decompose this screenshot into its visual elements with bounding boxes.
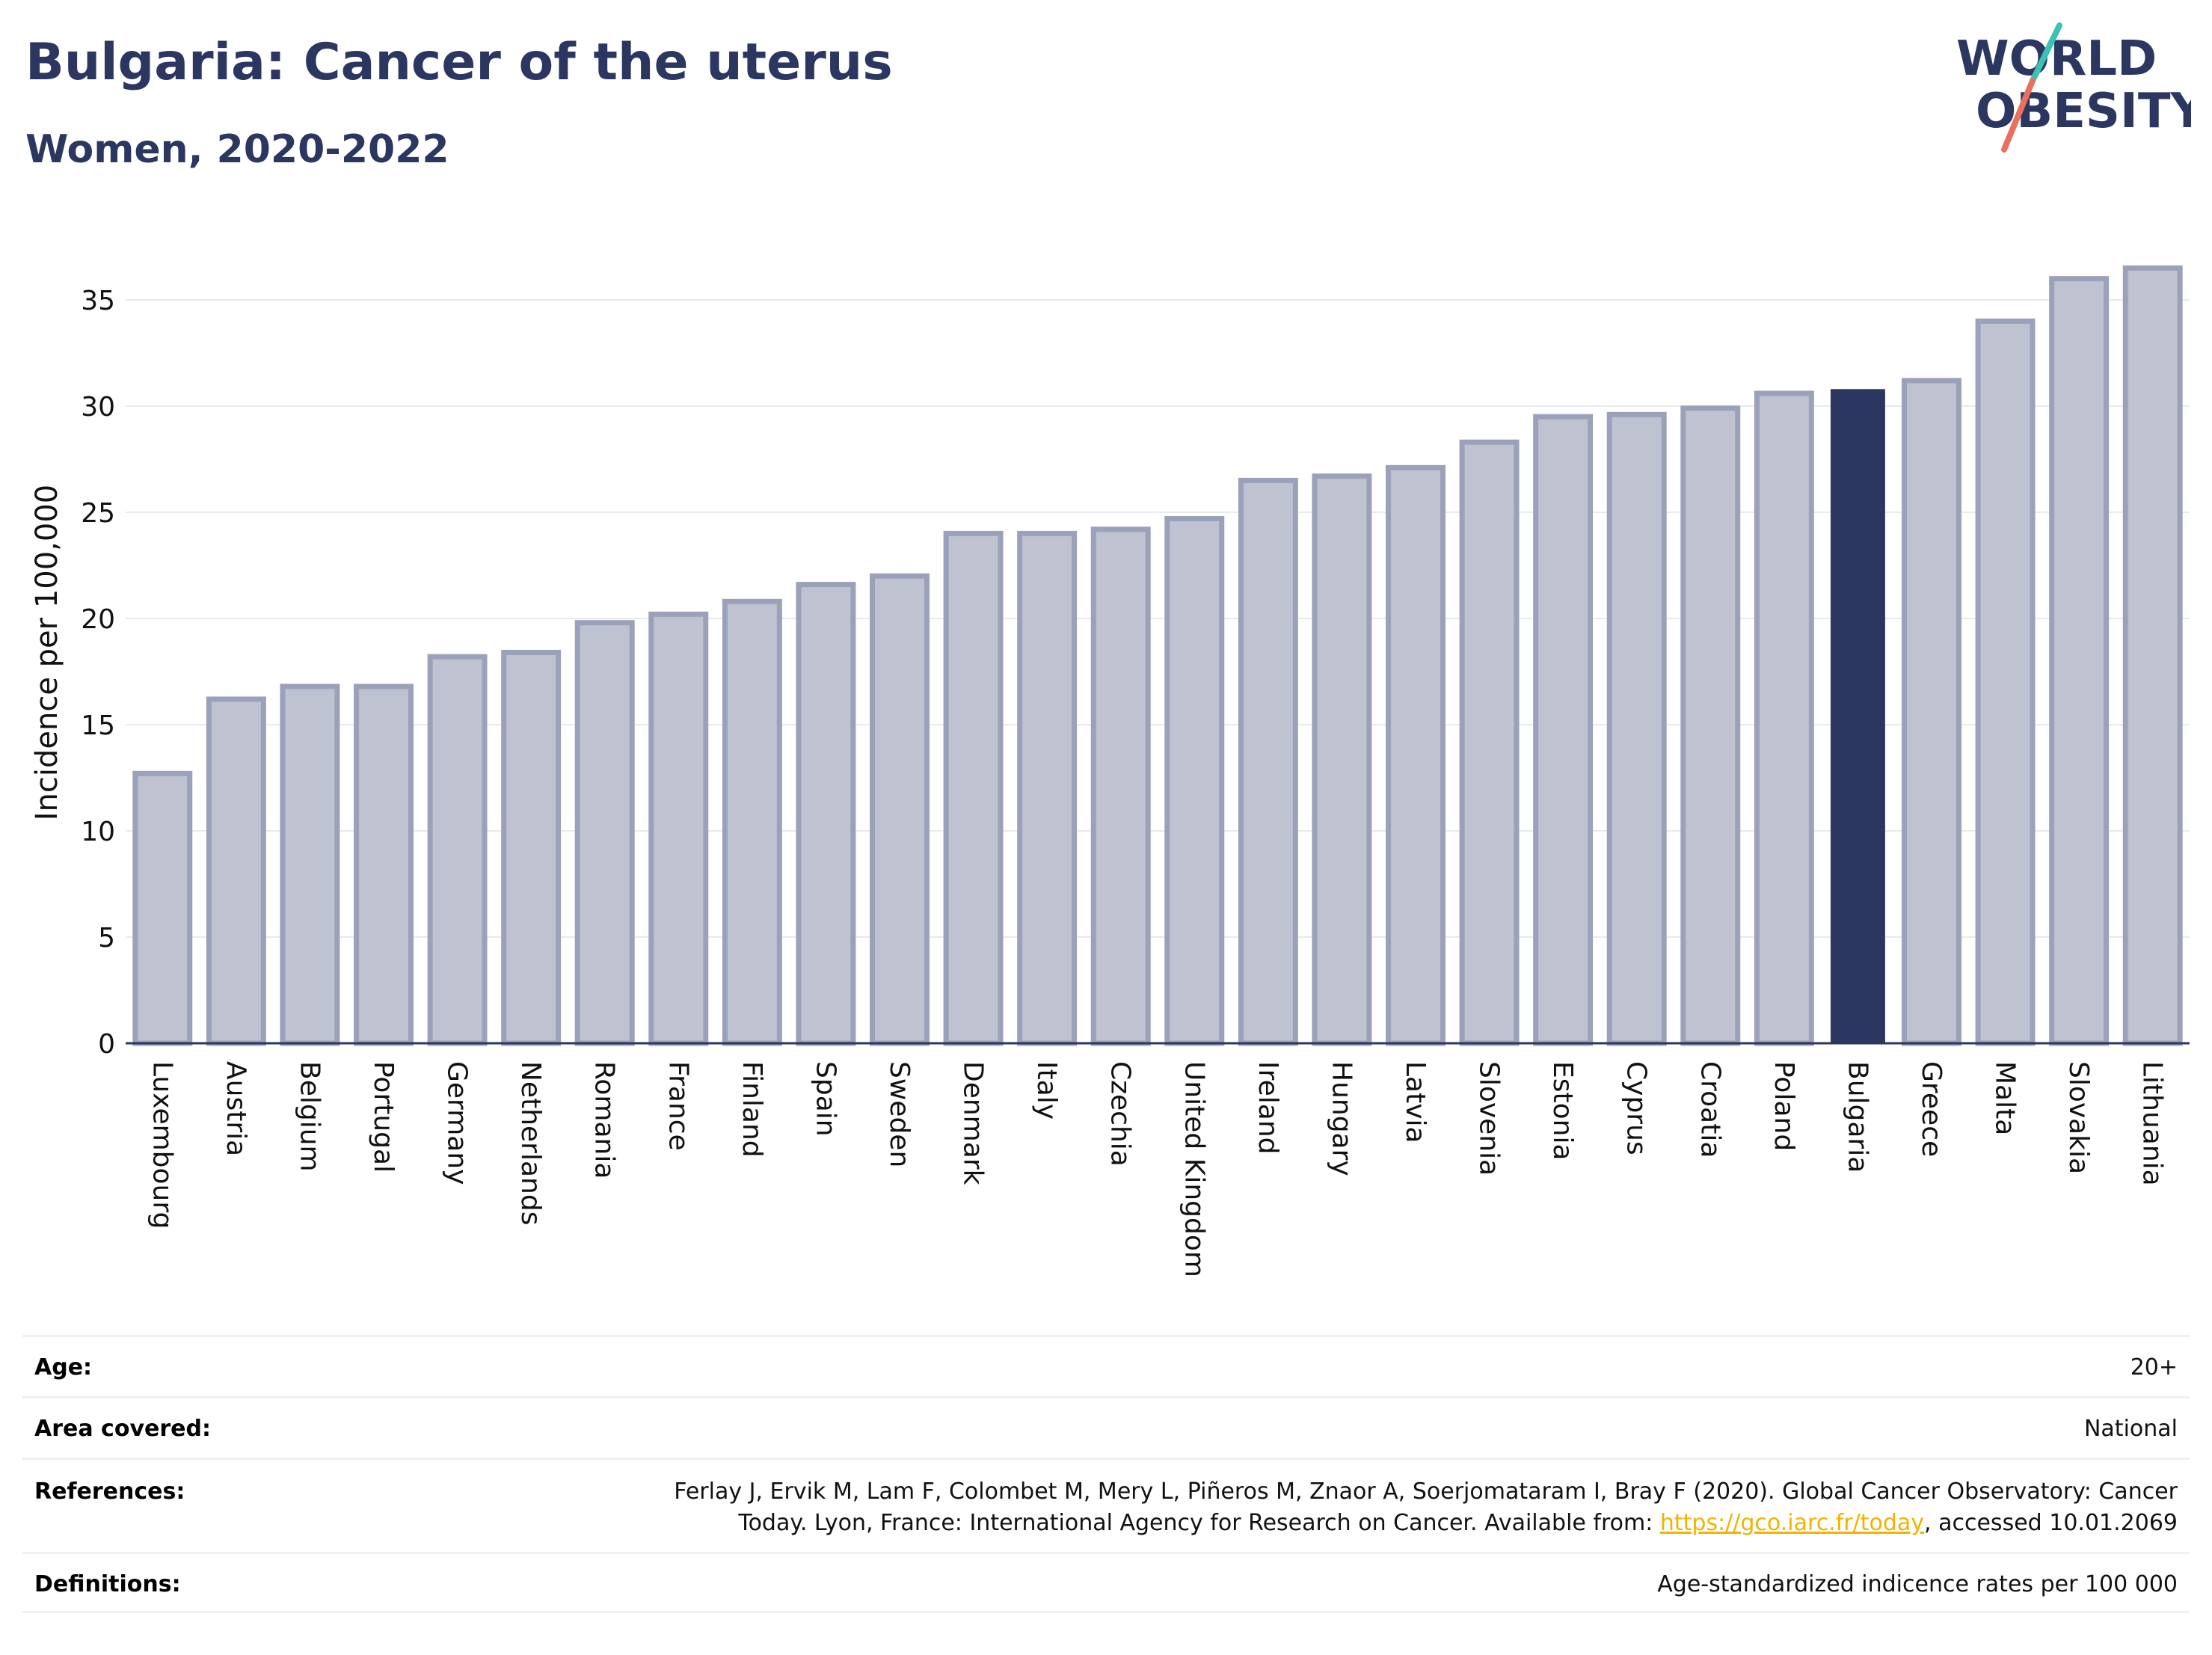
x-tick-label: Greece <box>1916 1061 1947 1157</box>
reference-line2-pre: Today. Lyon, France: International Agenc… <box>738 1510 1660 1536</box>
meta-row-age: Age: 20+ <box>22 1335 2190 1396</box>
bar-latvia <box>1386 464 1446 1046</box>
bar-finland <box>722 598 782 1046</box>
meta-row-references: References: Ferlay J, Ervik M, Lam F, Co… <box>22 1458 2190 1552</box>
bar-netherlands <box>501 649 562 1046</box>
bar-sweden <box>870 573 930 1046</box>
bar-malta <box>1975 318 2036 1046</box>
y-tick-label: 20 <box>81 604 115 635</box>
bar-croatia <box>1680 405 1741 1046</box>
x-tick-label: Czechia <box>1105 1061 1136 1167</box>
page-title: Bulgaria: Cancer of the uterus <box>25 33 893 92</box>
x-tick-label: Cyprus <box>1621 1061 1652 1155</box>
logo-slash-coral <box>2001 78 2036 153</box>
bar-romania <box>574 620 635 1046</box>
bar-greece <box>1902 378 1961 1046</box>
reference-link[interactable]: https://gco.iarc.fr/today <box>1659 1510 1925 1536</box>
x-tick-label: Spain <box>810 1061 841 1137</box>
meta-value-definitions: Age-standardized indicence rates per 100… <box>1657 1571 2178 1597</box>
x-tick-label: Poland <box>1769 1061 1799 1151</box>
x-tick-label: Luxembourg <box>147 1061 177 1229</box>
x-tick-label: Sweden <box>884 1061 915 1167</box>
reference-line1: Ferlay J, Ervik M, Lam F, Colombet M, Me… <box>674 1479 2178 1505</box>
bar-slovakia <box>2049 276 2110 1046</box>
x-tick-label: Latvia <box>1400 1061 1431 1143</box>
bar-hungary <box>1312 473 1372 1046</box>
x-tick-label: Italy <box>1031 1061 1062 1120</box>
x-tick-label: Hungary <box>1326 1061 1357 1176</box>
x-tick-label: Croatia <box>1695 1061 1725 1158</box>
meta-label-age: Age: <box>34 1354 93 1381</box>
logo-slash-teal <box>2030 22 2062 84</box>
bar-belgium <box>280 684 340 1046</box>
meta-label-definitions: Definitions: <box>34 1571 181 1597</box>
x-tick-label: Netherlands <box>515 1061 546 1225</box>
meta-row-area: Area covered: National <box>22 1396 2190 1458</box>
x-tick-label: France <box>663 1061 693 1151</box>
bar-slovenia <box>1459 439 1520 1046</box>
bar-denmark <box>943 530 1004 1046</box>
x-tick-label: Estonia <box>1547 1061 1578 1161</box>
x-tick-label: Portugal <box>368 1061 399 1173</box>
page-subtitle: Women, 2020-2022 <box>25 127 449 172</box>
x-tick-label: United Kingdom <box>1179 1061 1209 1277</box>
x-tick-label: Belgium <box>294 1061 325 1172</box>
bar-germany <box>427 654 488 1046</box>
x-tick-label: Slovakia <box>2063 1061 2094 1174</box>
bar-czechia <box>1090 526 1151 1046</box>
world-obesity-logo: WORLD OBESITY <box>1956 22 2191 153</box>
bar-lithuania <box>2122 265 2183 1046</box>
bar-cyprus <box>1606 411 1667 1046</box>
x-tick-label: Germany <box>442 1061 473 1185</box>
bar-austria <box>206 696 266 1046</box>
y-tick-label: 35 <box>81 286 115 316</box>
meta-row-definitions: Definitions: Age-standardized indicence … <box>22 1552 2190 1613</box>
bar-spain <box>796 582 856 1046</box>
y-axis-title: Incidence per 100,000 <box>30 485 64 821</box>
metadata-table: Age: 20+ Area covered: National Referenc… <box>22 1335 2190 1613</box>
meta-label-area: Area covered: <box>34 1416 211 1442</box>
bar-bulgaria <box>1830 389 1885 1043</box>
y-tick-label: 5 <box>98 923 115 954</box>
x-tick-label: Romania <box>589 1061 620 1179</box>
reference-line2-post: , accessed 10.01.2069 <box>1924 1510 2178 1536</box>
bar-chart: 0 5 10 15 20 25 30 35 Incidence per 100,000 Luxem… <box>30 265 2190 1277</box>
bar-portugal <box>354 684 414 1046</box>
x-tick-label: Denmark <box>958 1061 989 1185</box>
bar-italy <box>1017 530 1078 1046</box>
bar-france <box>648 611 709 1046</box>
meta-label-references: References: <box>34 1479 185 1505</box>
y-tick-label: 30 <box>81 392 115 423</box>
bar-estonia <box>1533 414 1594 1046</box>
bar-poland <box>1754 390 1814 1046</box>
x-tick-label: Malta <box>1990 1061 2021 1135</box>
bar-united-kingdom <box>1164 516 1225 1046</box>
x-tick-label: Slovenia <box>1474 1061 1505 1176</box>
meta-value-age: 20+ <box>2130 1354 2178 1381</box>
bar-ireland <box>1238 477 1298 1046</box>
x-tick-label: Lithuania <box>2137 1061 2168 1186</box>
y-tick-label: 15 <box>81 710 115 741</box>
y-tick-label: 0 <box>98 1029 115 1060</box>
y-tick-label: 10 <box>81 817 115 847</box>
bar-luxembourg <box>132 770 193 1046</box>
x-tick-label: Ireland <box>1253 1061 1283 1155</box>
x-tick-label: Bulgaria <box>1842 1061 1872 1173</box>
x-tick-label: Finland <box>737 1061 767 1158</box>
x-tick-label: Austria <box>221 1061 251 1156</box>
logo-line1: WORLD <box>1956 31 2157 87</box>
y-tick-label: 25 <box>81 498 115 529</box>
meta-value-area: National <box>2083 1416 2178 1442</box>
meta-value-references: Ferlay J, Ervik M, Lam F, Colombet M, Me… <box>674 1476 2190 1539</box>
